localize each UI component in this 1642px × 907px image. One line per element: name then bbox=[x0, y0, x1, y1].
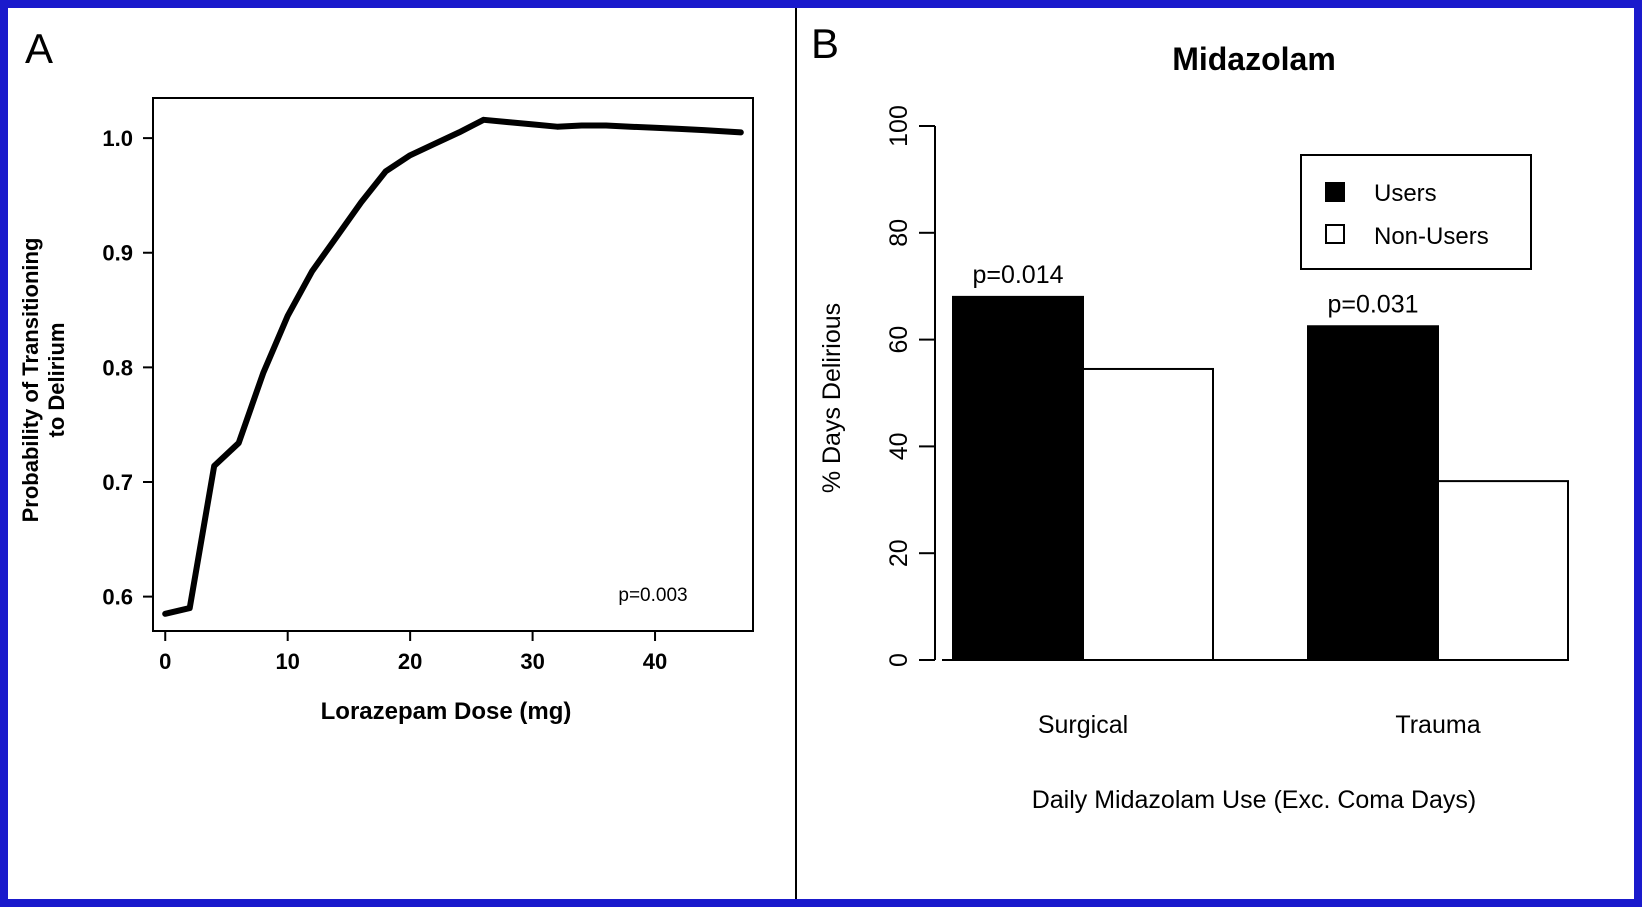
panel-a-x-tick-label: 10 bbox=[275, 649, 299, 674]
panel-a-y-axis-title-line-2: to Delirium bbox=[44, 323, 69, 438]
panel-b-y-tick-label: 40 bbox=[885, 432, 913, 460]
panel-b-y-tick-label: 0 bbox=[885, 653, 913, 667]
panel-a-x-axis: 0 10 20 30 40 bbox=[159, 631, 667, 674]
figure-canvas: A 0.6 0.7 0.8 0.9 1.0 0 10 20 30 40 p=0.003 Lora… bbox=[18, 8, 1569, 899]
panel-a: A 0.6 0.7 0.8 0.9 1.0 0 10 20 30 40 p=0.003 Lora… bbox=[18, 25, 754, 725]
panel-a-y-axis: 0.6 0.7 0.8 0.9 1.0 bbox=[102, 126, 153, 610]
legend-swatch-non-users bbox=[1325, 224, 1345, 244]
p-value-surgical: p=0.014 bbox=[972, 261, 1063, 289]
panel-b-category-labels: Surgical Trauma bbox=[1038, 711, 1481, 739]
panel-a-series bbox=[162, 116, 744, 617]
bar-trauma-users bbox=[1307, 325, 1439, 661]
panel-a-x-axis-title: Lorazepam Dose (mg) bbox=[321, 698, 572, 725]
p-value-trauma: p=0.031 bbox=[1327, 290, 1418, 318]
panel-b-y-tick-label: 20 bbox=[885, 539, 913, 567]
panel-b-y-tick-label: 60 bbox=[885, 326, 913, 354]
legend-label-non-users: Non-Users bbox=[1374, 223, 1489, 250]
bar-surgical-non-users bbox=[1082, 367, 1214, 661]
category-label-surgical: Surgical bbox=[1038, 711, 1128, 739]
panel-b-y-axis: 0 20 40 60 80 100 bbox=[885, 105, 936, 667]
figure-frame: A 0.6 0.7 0.8 0.9 1.0 0 10 20 30 40 p=0.003 Lora… bbox=[8, 8, 1634, 899]
panel-b-bars: p=0.014 p=0.031 bbox=[952, 261, 1569, 661]
category-label-trauma: Trauma bbox=[1395, 711, 1480, 739]
panel-b-y-axis-title: % Days Delirious bbox=[818, 303, 846, 493]
panel-a-x-tick-label: 0 bbox=[159, 649, 171, 674]
panel-a-x-tick-label: 30 bbox=[520, 649, 544, 674]
panel-a-y-tick-label: 0.7 bbox=[102, 470, 133, 495]
panel-b-legend: Users Non-Users bbox=[1300, 154, 1532, 270]
panel-b-x-axis-title: Daily Midazolam Use (Exc. Coma Days) bbox=[1032, 786, 1477, 814]
panel-a-y-tick-label: 0.6 bbox=[102, 585, 133, 610]
panel-a-y-axis-title-line-1: Probability of Transitioning bbox=[18, 238, 43, 523]
panel-a-label: A bbox=[25, 25, 53, 72]
legend-label-users: Users bbox=[1374, 180, 1437, 207]
panel-a-plot-frame bbox=[152, 97, 754, 632]
panel-b-y-tick-label: 100 bbox=[885, 105, 913, 147]
panel-b-title: Midazolam bbox=[1172, 41, 1336, 77]
legend-box bbox=[1300, 154, 1532, 270]
panel-a-y-tick-label: 0.8 bbox=[102, 355, 133, 380]
panel-a-y-tick-label: 0.9 bbox=[102, 241, 133, 266]
panel-a-p-value: p=0.003 bbox=[618, 585, 687, 606]
panel-a-x-tick-label: 20 bbox=[398, 649, 422, 674]
panel-a-y-tick-label: 1.0 bbox=[102, 126, 133, 151]
bar-trauma-non-users bbox=[1437, 480, 1569, 661]
panel-b-y-tick-label: 80 bbox=[885, 219, 913, 247]
panel-a-x-tick-label: 40 bbox=[643, 649, 667, 674]
bar-surgical-users bbox=[952, 295, 1084, 661]
legend-swatch-users bbox=[1325, 182, 1345, 202]
panel-a-series-line bbox=[162, 116, 744, 617]
panel-b-label: B bbox=[811, 20, 839, 67]
